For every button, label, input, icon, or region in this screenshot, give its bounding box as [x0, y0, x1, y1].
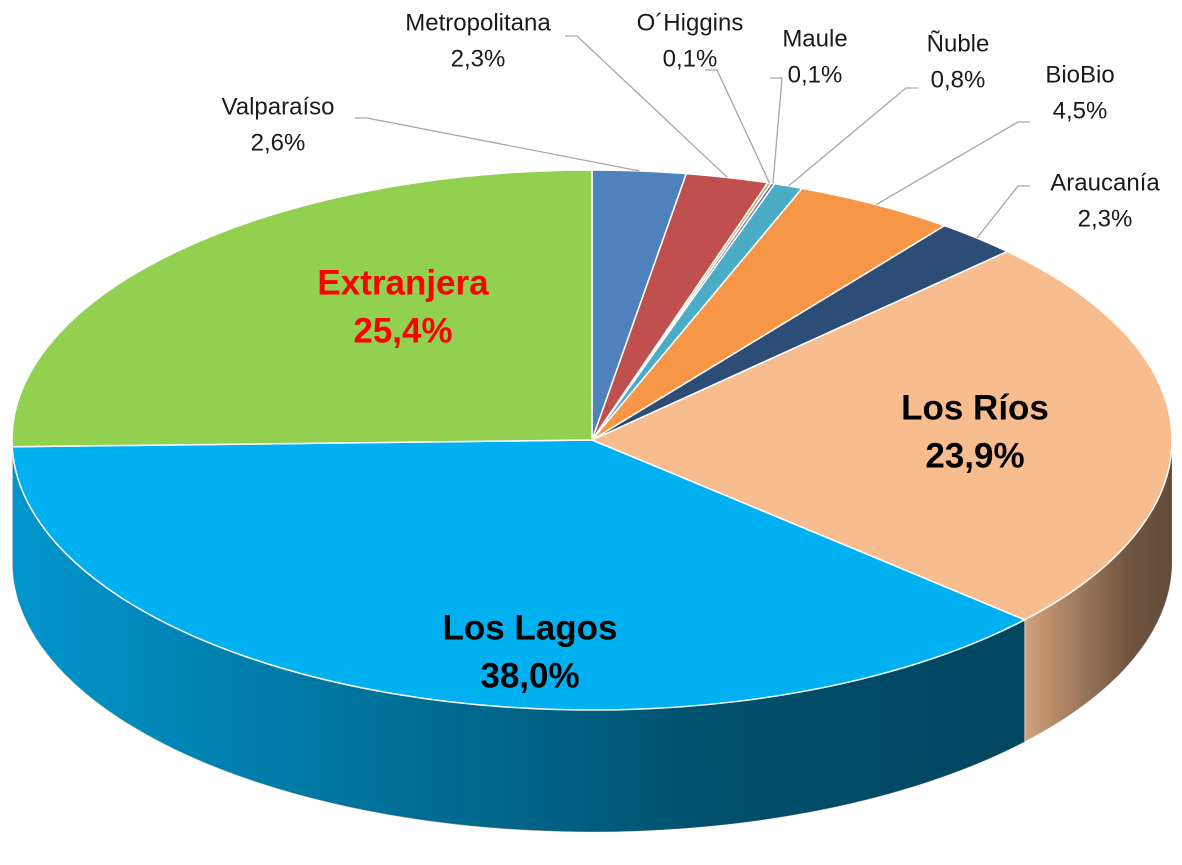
category-label: O´Higgins [637, 9, 744, 36]
value-label: 2,3% [451, 45, 506, 72]
value-label: 25,4% [353, 311, 452, 350]
category-label: Los Lagos [442, 608, 617, 647]
category-label: Extranjera [317, 263, 489, 302]
value-label: 0,8% [931, 66, 986, 93]
value-label: 38,0% [480, 656, 579, 695]
category-label: Metropolitana [405, 9, 551, 36]
leader-line [876, 122, 1030, 205]
leader-line [977, 186, 1030, 238]
leader-line [355, 118, 639, 171]
category-label: Ñuble [927, 30, 990, 57]
value-label: 2,6% [251, 129, 306, 156]
value-label: 4,5% [1053, 97, 1108, 124]
leader-line [788, 88, 918, 186]
leader-line [770, 78, 782, 183]
category-label: Valparaíso [222, 93, 335, 120]
category-label: Araucanía [1050, 169, 1160, 196]
value-label: 0,1% [788, 61, 843, 88]
value-label: 0,1% [663, 45, 718, 72]
category-label: BioBio [1045, 61, 1114, 88]
slice [12, 170, 592, 447]
value-label: 23,9% [925, 436, 1024, 475]
category-label: Maule [782, 25, 847, 52]
value-label: 2,3% [1078, 205, 1133, 232]
category-label: Los Ríos [901, 388, 1049, 427]
